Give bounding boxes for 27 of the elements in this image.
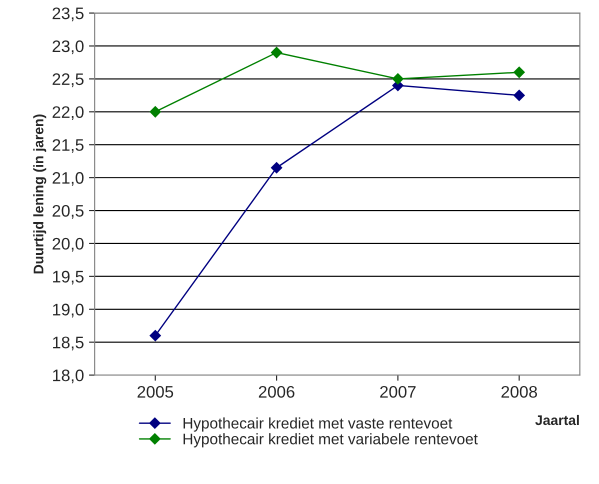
point xyxy=(270,46,282,58)
point xyxy=(514,90,525,101)
point xyxy=(270,162,282,174)
y-tick-label: 19,5 xyxy=(53,270,84,285)
y-axis-title: Duurtijd lening (in jaren) xyxy=(33,114,46,274)
y-tick-label: 21,5 xyxy=(52,139,84,153)
y-tick-label: 20,5 xyxy=(52,204,84,219)
legend-label: Hypothecair krediet met vaste rentevoet xyxy=(184,417,452,432)
point xyxy=(392,73,404,84)
x-tick-label: 2005 xyxy=(138,386,174,398)
point xyxy=(150,106,161,118)
y-tick-label: 22,5 xyxy=(52,73,84,88)
y-tick-label: 20,0 xyxy=(52,238,84,252)
y-tick-label: 22,0 xyxy=(52,106,84,120)
y-tick-label: 23,0 xyxy=(52,40,84,54)
x-tick-label: 2008 xyxy=(501,386,537,398)
y-tick-label: 19,0 xyxy=(53,304,84,318)
y-tick-label: 23,5 xyxy=(52,7,84,22)
y-tick-label: 18,0 xyxy=(53,370,84,384)
point xyxy=(514,66,525,78)
point xyxy=(150,330,161,342)
y-tick-label: 21,0 xyxy=(52,172,84,186)
legend-label: Hypothecair krediet met variabele rentevoet xyxy=(184,433,478,448)
y-tick-label: 18,5 xyxy=(53,336,84,350)
x-tick-label: 2006 xyxy=(258,386,294,398)
x-tick-label: 2007 xyxy=(380,386,416,398)
x-axis-title: Jaartal xyxy=(535,414,579,426)
